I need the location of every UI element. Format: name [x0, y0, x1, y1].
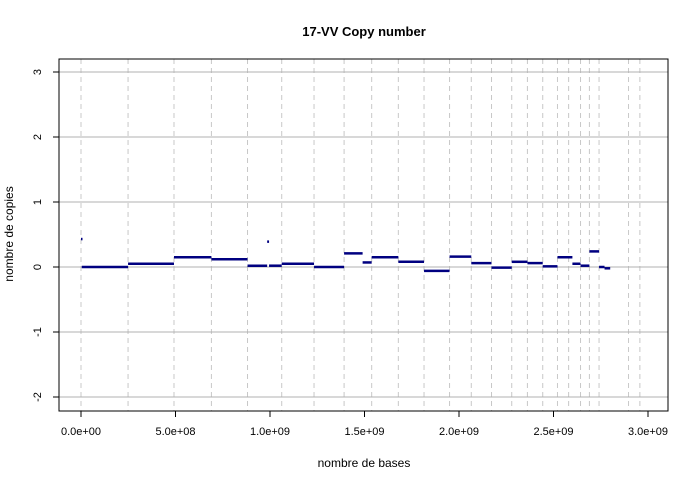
y-axis-label: nombre de copies — [2, 186, 16, 281]
x-tick-label: 3.0e+09 — [628, 426, 668, 438]
x-tick-label: 5.0e+08 — [155, 426, 195, 438]
x-tick-label: 2.0e+09 — [439, 426, 479, 438]
y-tick-label: 3 — [32, 69, 44, 75]
y-tick-label: 0 — [32, 264, 44, 270]
y-tick-label: 1 — [32, 199, 44, 205]
x-tick-label: 1.5e+09 — [344, 426, 384, 438]
horizontal-grid-lines — [59, 71, 668, 398]
x-tick-label: 2.5e+09 — [533, 426, 573, 438]
y-tick-label: -1 — [32, 327, 44, 337]
chromosome-boundary-lines — [80, 59, 641, 411]
plot-frame — [58, 58, 669, 412]
y-tick-label: 2 — [32, 134, 44, 140]
copy-number-segments — [81, 237, 611, 273]
x-axis-label: nombre de bases — [318, 456, 411, 470]
x-tick-label: 0.0e+00 — [61, 426, 101, 438]
axes: 17-VV Copy number nombre de bases nombre… — [2, 24, 669, 470]
x-tick-label: 1.0e+09 — [250, 426, 290, 438]
chart-title: 17-VV Copy number — [302, 24, 426, 39]
y-tick-label: -2 — [32, 392, 44, 402]
